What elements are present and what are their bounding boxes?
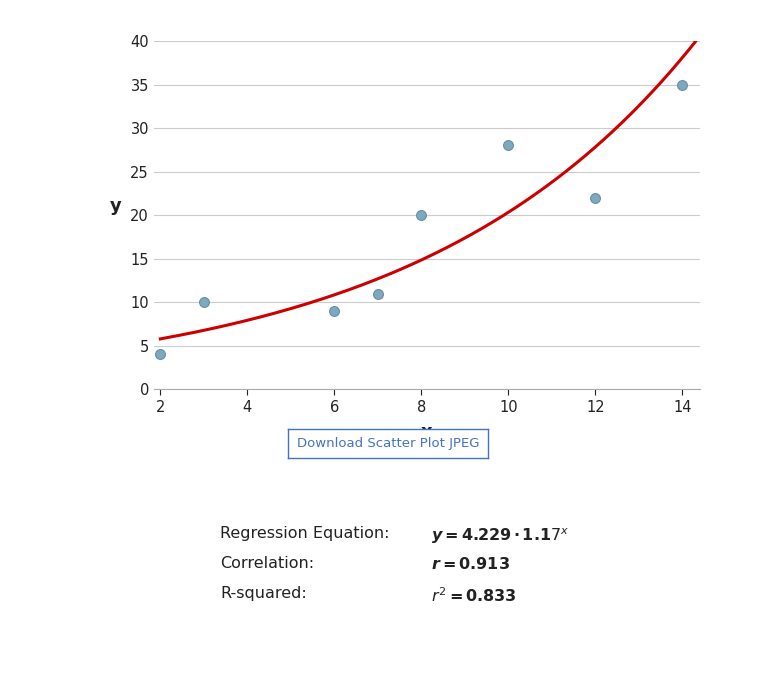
Text: $\boldsymbol{y = 4.229 \cdot 1.17^{x}}$: $\boldsymbol{y = 4.229 \cdot 1.17^{x}}$ (431, 526, 569, 546)
Point (154, 349, 166, 360)
Y-axis label: y: y (110, 197, 122, 215)
Point (371, 288, 384, 299)
Point (415, 210, 428, 221)
Point (589, 193, 601, 204)
Point (198, 296, 210, 307)
Text: Regression Equation:: Regression Equation: (220, 526, 394, 541)
Point (328, 305, 341, 316)
Point (676, 79, 688, 90)
X-axis label: x: x (421, 423, 433, 441)
Text: Correlation:: Correlation: (220, 556, 314, 571)
Point (502, 140, 514, 151)
Text: $\boldsymbol{r = 0.913}$: $\boldsymbol{r = 0.913}$ (431, 556, 510, 572)
Text: Download Scatter Plot JPEG: Download Scatter Plot JPEG (297, 436, 480, 450)
Text: R-squared:: R-squared: (220, 586, 307, 601)
Text: $\boldsymbol{r^{2} = 0.833}$: $\boldsymbol{r^{2} = 0.833}$ (431, 586, 517, 604)
